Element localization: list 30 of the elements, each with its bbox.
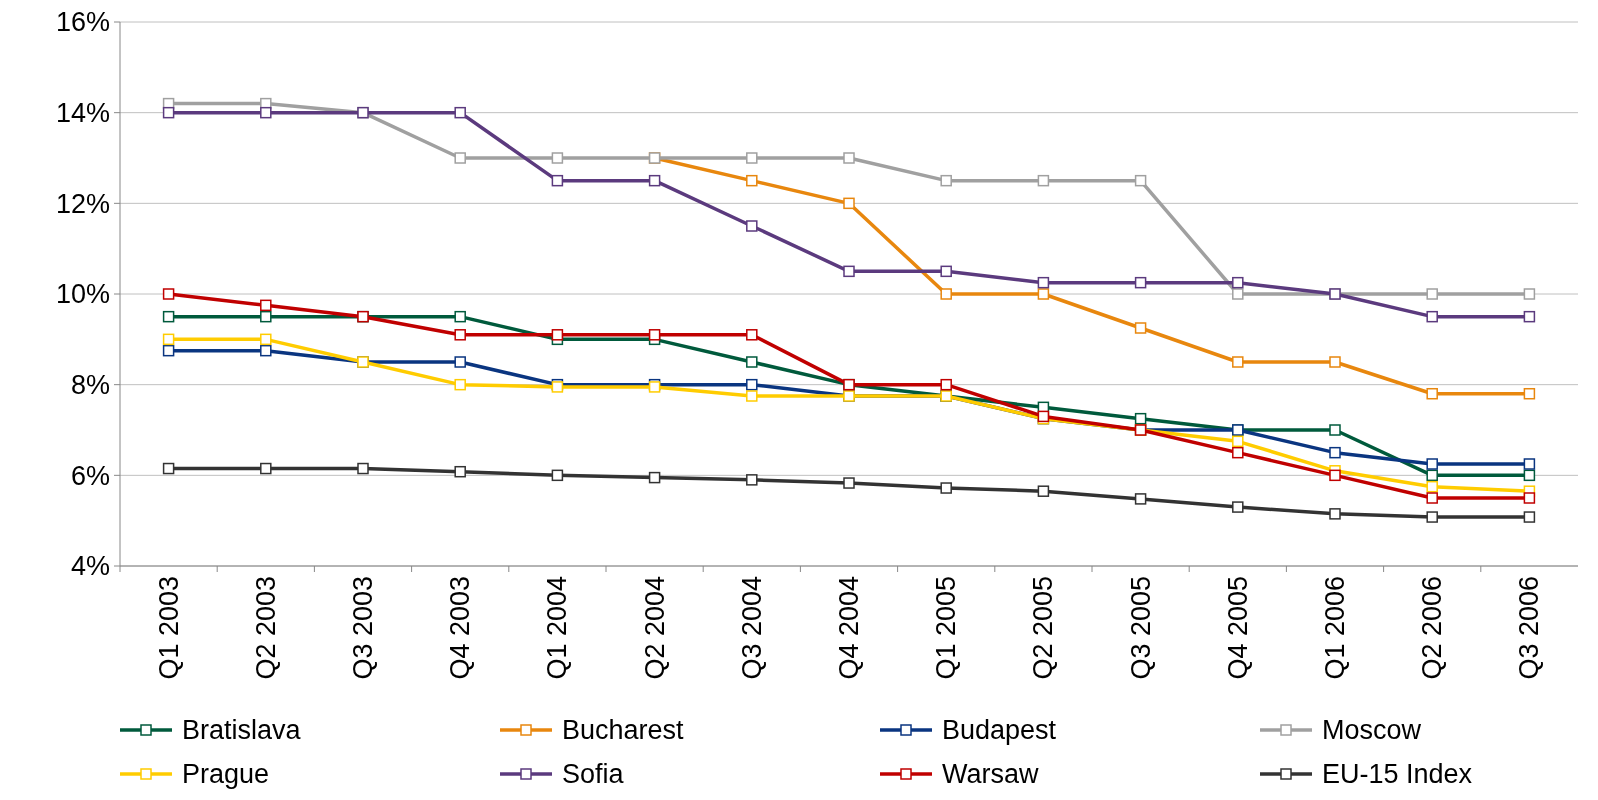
y-tick-label: 8% <box>70 370 110 401</box>
y-tick-label: 10% <box>55 279 110 310</box>
x-tick-label: Q4 2004 <box>834 576 864 680</box>
y-tick-label: 6% <box>70 460 110 491</box>
x-tick-label: Q4 2003 <box>445 576 476 680</box>
x-tick-label: Q1 2005 <box>931 576 962 680</box>
x-tick-label: Q3 2005 <box>1125 576 1156 680</box>
x-tick-label: Q1 2004 <box>542 576 573 680</box>
x-tick-label: Q4 2005 <box>1222 576 1253 680</box>
legend-label: Bucharest <box>562 715 685 746</box>
x-tick-label: Q3 2003 <box>348 576 378 680</box>
y-tick-label: 14% <box>55 98 110 129</box>
y-tick-label: 12% <box>55 188 110 219</box>
x-tick-label: Q2 2005 <box>1028 576 1059 680</box>
y-tick-label: 4% <box>70 551 110 582</box>
legend-label: Budapest <box>942 715 1057 746</box>
legend-label: Prague <box>182 759 270 790</box>
y-tick-label: 16% <box>55 7 110 38</box>
x-tick-label: Q3 2006 <box>1514 576 1545 680</box>
legend-label: Bratislava <box>182 715 302 746</box>
legend-label: Warsaw <box>942 759 1040 790</box>
legend-label: Sofia <box>562 759 625 790</box>
x-tick-label: Q2 2006 <box>1417 576 1448 680</box>
x-tick-label: Q1 2003 <box>153 576 184 680</box>
legend-label: Moscow <box>1322 715 1422 746</box>
legend-label: EU-15 Index <box>1322 759 1473 790</box>
x-tick-label: Q1 2006 <box>1320 576 1350 680</box>
x-tick-label: Q2 2004 <box>639 576 670 680</box>
x-tick-label: Q2 2003 <box>250 576 281 680</box>
x-tick-label: Q3 2004 <box>736 576 767 680</box>
